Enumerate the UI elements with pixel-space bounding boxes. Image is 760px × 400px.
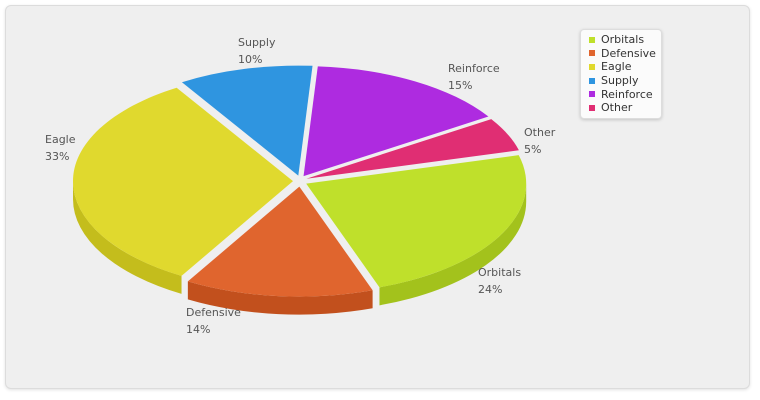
legend-label: Eagle [601, 60, 632, 74]
legend-item[interactable]: Eagle [589, 60, 661, 74]
slice-eagle[interactable] [73, 87, 294, 276]
slice-reinforce[interactable] [303, 66, 489, 177]
legend-swatch [589, 91, 595, 98]
slice-side-orbitals [379, 183, 527, 306]
slice-percent-defensive: 14% [186, 323, 210, 336]
slice-percent-eagle: 33% [45, 150, 69, 163]
pie-tops [73, 65, 527, 297]
legend-item[interactable]: Other [589, 101, 661, 115]
legend-swatch [589, 77, 595, 84]
slice-percent-supply: 10% [238, 53, 262, 66]
slice-supply[interactable] [181, 65, 313, 176]
slice-percent-other: 5% [524, 143, 541, 156]
legend-item[interactable]: Defensive [589, 47, 661, 61]
slice-percent-reinforce: 15% [448, 79, 472, 92]
slice-label-reinforce: Reinforce [448, 62, 500, 75]
slice-defensive[interactable] [187, 186, 373, 297]
legend-item[interactable]: Reinforce [589, 87, 661, 101]
slice-percent-orbitals: 24% [478, 283, 502, 296]
slice-label-eagle: Eagle [45, 133, 76, 146]
legend-swatch [589, 104, 595, 111]
legend-swatch [589, 36, 595, 43]
slice-other[interactable] [306, 119, 519, 179]
slice-labels: Orbitals 24% Defensive 14% Eagle 33% Supply 10%… [45, 36, 556, 336]
slice-label-defensive: Defensive [186, 306, 241, 319]
legend-label: Supply [601, 74, 639, 88]
legend-label: Reinforce [601, 87, 653, 101]
legend-label: Defensive [601, 46, 656, 60]
slice-side-defensive [187, 281, 373, 315]
slice-label-orbitals: Orbitals [478, 266, 521, 279]
legend-label: Other [601, 101, 633, 115]
legend-item[interactable]: Supply [589, 74, 661, 88]
slice-side-eagle [73, 181, 182, 294]
pie-sides [73, 181, 527, 315]
slice-orbitals[interactable] [306, 155, 527, 288]
legend-swatch [589, 63, 595, 70]
slice-label-supply: Supply [238, 36, 276, 49]
legend-item[interactable]: Orbitals [589, 33, 661, 47]
slice-label-other: Other [524, 126, 556, 139]
legend: Orbitals Defensive Eagle Supply Reinforc… [580, 29, 662, 119]
legend-label: Orbitals [601, 33, 645, 47]
legend-swatch [589, 50, 595, 57]
